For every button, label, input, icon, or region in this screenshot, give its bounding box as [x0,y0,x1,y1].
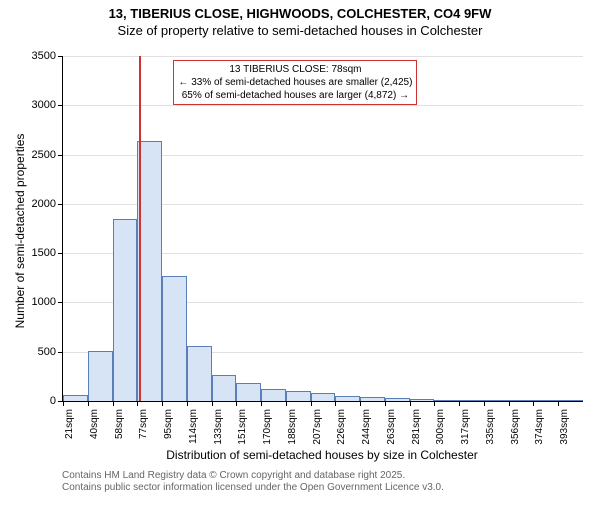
histogram-bar [335,396,360,401]
title-line2: Size of property relative to semi-detach… [118,23,483,38]
x-tick-label: 114sqm [188,409,199,449]
histogram-bar [558,400,583,401]
title-line1: 13, TIBERIUS CLOSE, HIGHWOODS, COLCHESTE… [109,6,492,21]
x-tick-label: 170sqm [262,409,273,449]
y-tick [58,302,63,303]
y-tick-label: 1000 [32,296,56,308]
chart-title: 13, TIBERIUS CLOSE, HIGHWOODS, COLCHESTE… [0,6,600,40]
x-tick [88,401,89,406]
x-tick [236,401,237,406]
histogram-bar [137,141,162,401]
x-tick [434,401,435,406]
y-tick [58,204,63,205]
histogram-bar [459,400,484,401]
x-tick [137,401,138,406]
x-tick [558,401,559,406]
y-tick-label: 2000 [32,198,56,210]
y-tick-label: 500 [38,346,56,358]
histogram-bar [212,375,237,401]
x-tick-label: 188sqm [287,409,298,449]
x-tick-label: 151sqm [237,409,248,449]
y-tick-label: 0 [50,395,56,407]
y-tick [58,352,63,353]
x-tick-label: 58sqm [114,409,125,449]
histogram-bar [434,400,459,401]
x-tick-label: 95sqm [163,409,174,449]
x-tick [63,401,64,406]
histogram-bar [261,389,286,401]
footer-line1: Contains HM Land Registry data © Crown c… [62,470,405,481]
x-tick [484,401,485,406]
histogram-bar [410,399,435,401]
gridline [63,56,583,57]
footer-line2: Contains public sector information licen… [62,482,444,493]
x-tick-label: 207sqm [312,409,323,449]
x-tick-label: 133sqm [213,409,224,449]
x-tick-label: 393sqm [559,409,570,449]
histogram-bar [286,391,311,401]
plot-area [62,56,583,402]
info-box-line1: 13 TIBERIUS CLOSE: 78sqm [178,63,412,76]
histogram-bar [509,400,534,401]
y-tick [58,105,63,106]
x-tick [459,401,460,406]
footer-credits: Contains HM Land Registry data © Crown c… [62,470,444,494]
histogram-bar [311,393,336,401]
x-tick-label: 21sqm [64,409,75,449]
histogram-bar [88,351,113,401]
x-axis-label: Distribution of semi-detached houses by … [62,448,582,462]
histogram-bar [533,400,558,401]
histogram-bar [187,346,212,401]
y-tick-label: 3500 [32,50,56,62]
histogram-bar [484,400,509,401]
property-marker-line [139,56,141,401]
x-tick-label: 335sqm [485,409,496,449]
histogram-bar [385,398,410,401]
histogram-bar [63,395,88,401]
histogram-bar [236,383,261,401]
x-tick-label: 374sqm [534,409,545,449]
x-tick [212,401,213,406]
histogram-bar [162,276,187,401]
x-tick-label: 317sqm [460,409,471,449]
y-axis-label: Number of semi-detached properties [13,131,27,331]
y-tick [58,253,63,254]
x-tick-label: 356sqm [510,409,521,449]
histogram-bar [360,397,385,401]
x-tick [187,401,188,406]
x-tick [385,401,386,406]
x-tick-label: 281sqm [411,409,422,449]
info-box-line2: ← 33% of semi-detached houses are smalle… [178,76,412,89]
x-tick-label: 77sqm [138,409,149,449]
x-tick [533,401,534,406]
y-tick-label: 2500 [32,149,56,161]
y-tick [58,56,63,57]
x-tick-label: 300sqm [435,409,446,449]
x-tick [311,401,312,406]
gridline [63,105,583,106]
y-tick [58,155,63,156]
x-tick-label: 244sqm [361,409,372,449]
property-info-box: 13 TIBERIUS CLOSE: 78sqm← 33% of semi-de… [173,60,417,105]
y-tick-label: 1500 [32,247,56,259]
x-tick [335,401,336,406]
x-tick [261,401,262,406]
y-tick-label: 3000 [32,99,56,111]
info-box-line3: 65% of semi-detached houses are larger (… [178,89,412,102]
x-tick-label: 263sqm [386,409,397,449]
x-tick [509,401,510,406]
x-tick [286,401,287,406]
x-tick [410,401,411,406]
x-tick-label: 40sqm [89,409,100,449]
x-tick [113,401,114,406]
x-tick-label: 226sqm [336,409,347,449]
x-tick [162,401,163,406]
x-tick [360,401,361,406]
histogram-bar [113,219,138,401]
